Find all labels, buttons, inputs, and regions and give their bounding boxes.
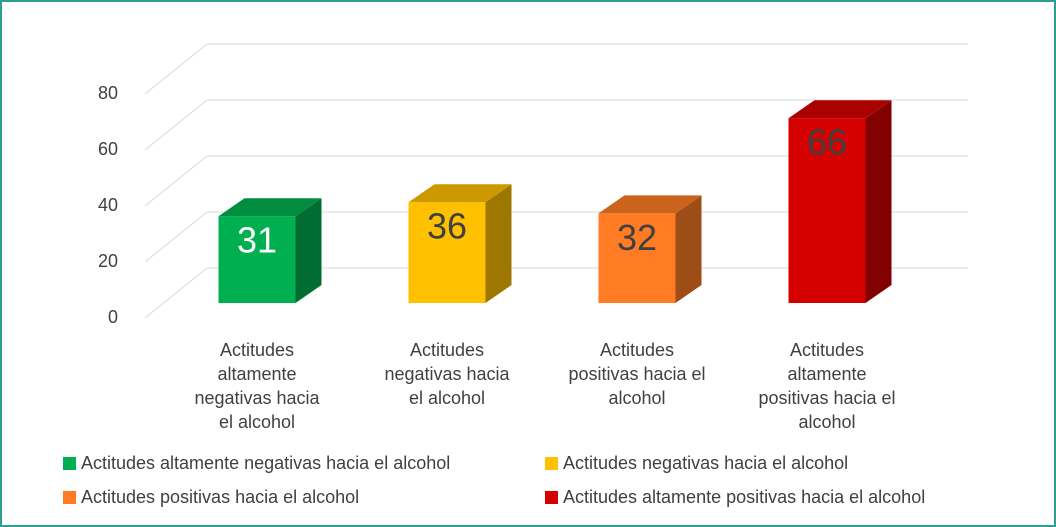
legend-item: Actitudes altamente negativas hacia el a…: [63, 453, 450, 474]
bar-top: [408, 184, 512, 203]
bar-top: [598, 195, 702, 214]
y-tick-label: 0: [108, 307, 118, 327]
y-tick-label: 80: [98, 83, 118, 103]
legend-swatch: [545, 457, 558, 470]
data-label: 32: [617, 217, 657, 258]
grid-line-side: [144, 155, 208, 207]
bar: [408, 202, 486, 303]
data-label: 66: [807, 122, 847, 163]
grid-line-side: [144, 211, 208, 263]
x-tick-label: Actitudes positivas hacia el alcohol: [568, 340, 706, 408]
bar: [598, 213, 676, 303]
bar-side: [865, 100, 892, 303]
legend-swatch: [63, 491, 76, 504]
legend-label: Actitudes altamente positivas hacia el a…: [563, 487, 926, 507]
x-tick-label: Actitudes altamente negativas hacia el a…: [194, 340, 320, 432]
bar-side: [675, 195, 702, 303]
y-tick-label: 40: [98, 195, 118, 215]
y-tick-label: 60: [98, 139, 118, 159]
legend-label: Actitudes altamente negativas hacia el a…: [81, 453, 451, 473]
grid-line-side: [144, 267, 208, 319]
data-label: 31: [237, 220, 277, 261]
x-tick-label: Actitudes negativas hacia el alcohol: [384, 340, 510, 408]
bar: [218, 216, 296, 303]
legend-item: Actitudes positivas hacia el alcohol: [63, 487, 359, 508]
y-tick-label: 20: [98, 251, 118, 271]
grid-line-side: [144, 43, 208, 95]
x-tick-label: Actitudes altamente positivas hacia el a…: [758, 340, 896, 432]
legend-swatch: [63, 457, 76, 470]
legend-label: Actitudes positivas hacia el alcohol: [81, 487, 360, 507]
bar-side: [295, 198, 322, 303]
bar-side: [485, 184, 512, 303]
bar-top: [218, 198, 322, 217]
grid-line-side: [144, 99, 208, 151]
legend-item: Actitudes altamente positivas hacia el a…: [545, 487, 925, 508]
legend-swatch: [545, 491, 558, 504]
bar: [788, 118, 866, 303]
data-label: 36: [427, 206, 467, 247]
bar-top: [788, 100, 892, 119]
legend-item: Actitudes negativas hacia el alcohol: [545, 453, 848, 474]
legend-label: Actitudes negativas hacia el alcohol: [563, 453, 849, 473]
